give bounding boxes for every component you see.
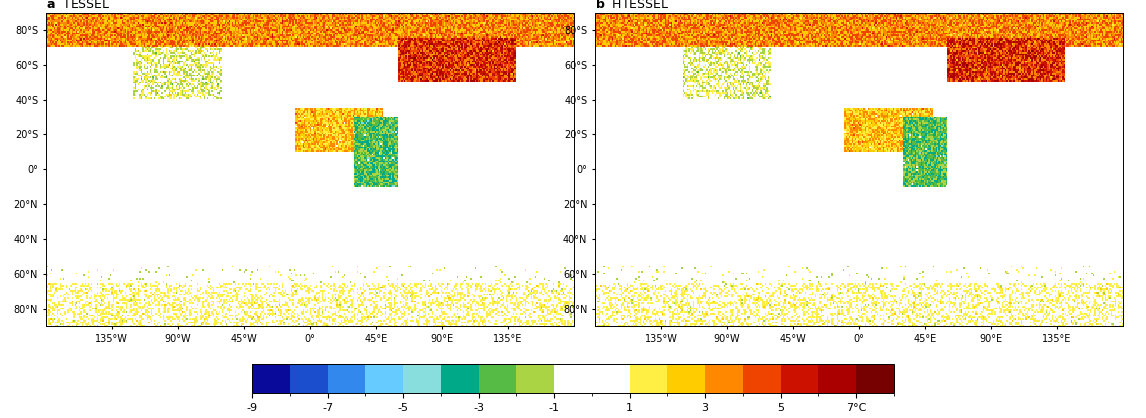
- Text: $\bf{a}$  TESSEL: $\bf{a}$ TESSEL: [46, 0, 110, 11]
- Text: $\bf{b}$  HTESSEL: $\bf{b}$ HTESSEL: [595, 0, 669, 11]
